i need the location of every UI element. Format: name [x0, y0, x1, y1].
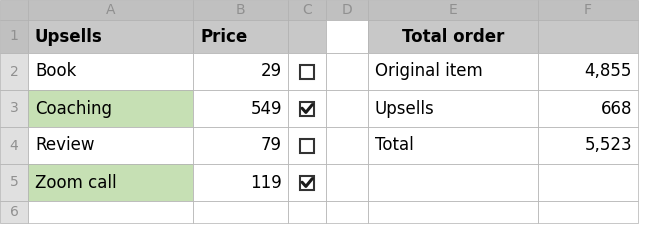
Bar — [326, 20, 368, 53]
Text: 3: 3 — [10, 102, 18, 116]
Bar — [28, 127, 193, 164]
Bar — [288, 90, 326, 127]
Bar — [193, 90, 288, 127]
Bar — [28, 0, 193, 20]
Text: 668: 668 — [600, 100, 632, 117]
Text: A: A — [105, 3, 115, 17]
Text: 4: 4 — [10, 138, 18, 152]
Bar — [288, 0, 326, 20]
Bar — [288, 53, 326, 90]
Text: 1: 1 — [10, 30, 18, 44]
Bar — [368, 90, 538, 127]
Bar — [288, 201, 326, 223]
Bar — [300, 64, 314, 78]
Bar — [326, 164, 368, 201]
Bar — [538, 127, 638, 164]
Text: Price: Price — [200, 28, 247, 46]
Bar — [193, 201, 288, 223]
Bar — [368, 201, 538, 223]
Text: Original item: Original item — [375, 62, 483, 80]
Bar — [326, 90, 368, 127]
Bar — [0, 201, 28, 223]
Text: 79: 79 — [261, 136, 282, 154]
Text: 119: 119 — [250, 174, 282, 192]
Bar — [0, 20, 28, 53]
Text: Review: Review — [35, 136, 94, 154]
Text: F: F — [584, 3, 592, 17]
Bar — [538, 164, 638, 201]
Text: E: E — [449, 3, 458, 17]
Text: 549: 549 — [251, 100, 282, 117]
Bar — [288, 127, 326, 164]
Bar — [300, 102, 314, 116]
Bar — [28, 201, 193, 223]
Bar — [28, 164, 193, 201]
Text: 5: 5 — [10, 176, 18, 190]
Text: D: D — [342, 3, 352, 17]
Bar — [538, 90, 638, 127]
Bar — [326, 127, 368, 164]
Text: 5,523: 5,523 — [585, 136, 632, 154]
Bar — [368, 0, 538, 20]
Bar — [28, 20, 193, 53]
Text: Upsells: Upsells — [35, 28, 103, 46]
Text: 2: 2 — [10, 64, 18, 78]
Text: Zoom call: Zoom call — [35, 174, 117, 192]
Text: B: B — [236, 3, 245, 17]
Text: Book: Book — [35, 62, 76, 80]
Bar — [288, 20, 326, 53]
Text: Upsells: Upsells — [375, 100, 435, 117]
Bar — [538, 53, 638, 90]
Bar — [368, 53, 538, 90]
Bar — [193, 164, 288, 201]
Text: Coaching: Coaching — [35, 100, 112, 117]
Text: Total: Total — [375, 136, 414, 154]
Bar — [326, 53, 368, 90]
Bar — [0, 164, 28, 201]
Bar — [326, 201, 368, 223]
Bar — [193, 20, 288, 53]
Bar — [28, 53, 193, 90]
Bar — [288, 164, 326, 201]
Bar — [0, 90, 28, 127]
Bar — [538, 20, 638, 53]
Bar — [300, 176, 314, 190]
Text: 29: 29 — [261, 62, 282, 80]
Bar — [193, 53, 288, 90]
Bar — [0, 127, 28, 164]
Text: 4,855: 4,855 — [585, 62, 632, 80]
Bar — [368, 127, 538, 164]
Text: C: C — [302, 3, 312, 17]
Bar — [368, 164, 538, 201]
Bar — [326, 0, 368, 20]
Bar — [368, 20, 538, 53]
Bar — [28, 90, 193, 127]
Bar — [193, 0, 288, 20]
Bar — [300, 138, 314, 152]
Bar — [538, 201, 638, 223]
Bar — [538, 0, 638, 20]
Text: 6: 6 — [10, 205, 18, 219]
Bar — [0, 0, 28, 20]
Bar — [0, 53, 28, 90]
Text: Total order: Total order — [402, 28, 504, 46]
Bar — [193, 127, 288, 164]
